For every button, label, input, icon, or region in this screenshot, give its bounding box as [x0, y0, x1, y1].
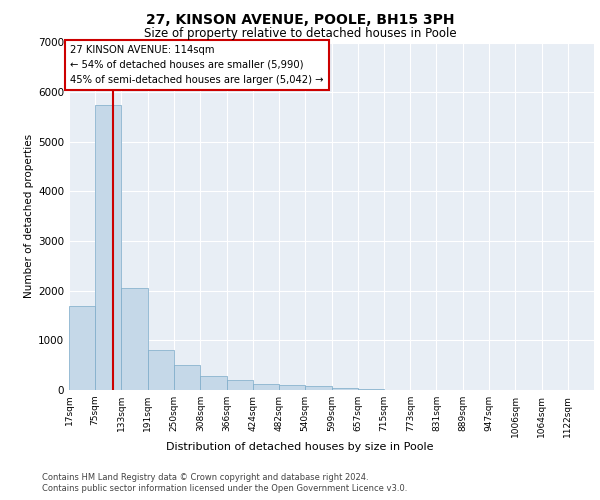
Bar	[148, 350, 174, 390]
Bar	[227, 380, 253, 390]
Text: Size of property relative to detached houses in Poole: Size of property relative to detached ho…	[143, 28, 457, 40]
Bar	[253, 384, 279, 390]
Text: 27 KINSON AVENUE: 114sqm
← 54% of detached houses are smaller (5,990)
45% of sem: 27 KINSON AVENUE: 114sqm ← 54% of detach…	[70, 45, 324, 84]
Bar	[69, 306, 95, 390]
Bar	[332, 388, 358, 390]
Bar	[200, 376, 227, 390]
Bar	[305, 386, 332, 390]
Bar	[95, 104, 121, 390]
Text: Contains HM Land Registry data © Crown copyright and database right 2024.: Contains HM Land Registry data © Crown c…	[42, 472, 368, 482]
Bar	[121, 288, 148, 390]
Text: 27, KINSON AVENUE, POOLE, BH15 3PH: 27, KINSON AVENUE, POOLE, BH15 3PH	[146, 12, 454, 26]
Bar	[174, 365, 200, 390]
Text: Contains public sector information licensed under the Open Government Licence v3: Contains public sector information licen…	[42, 484, 407, 493]
Y-axis label: Number of detached properties: Number of detached properties	[24, 134, 34, 298]
Text: Distribution of detached houses by size in Poole: Distribution of detached houses by size …	[166, 442, 434, 452]
Bar	[279, 384, 305, 390]
Bar	[358, 389, 384, 390]
